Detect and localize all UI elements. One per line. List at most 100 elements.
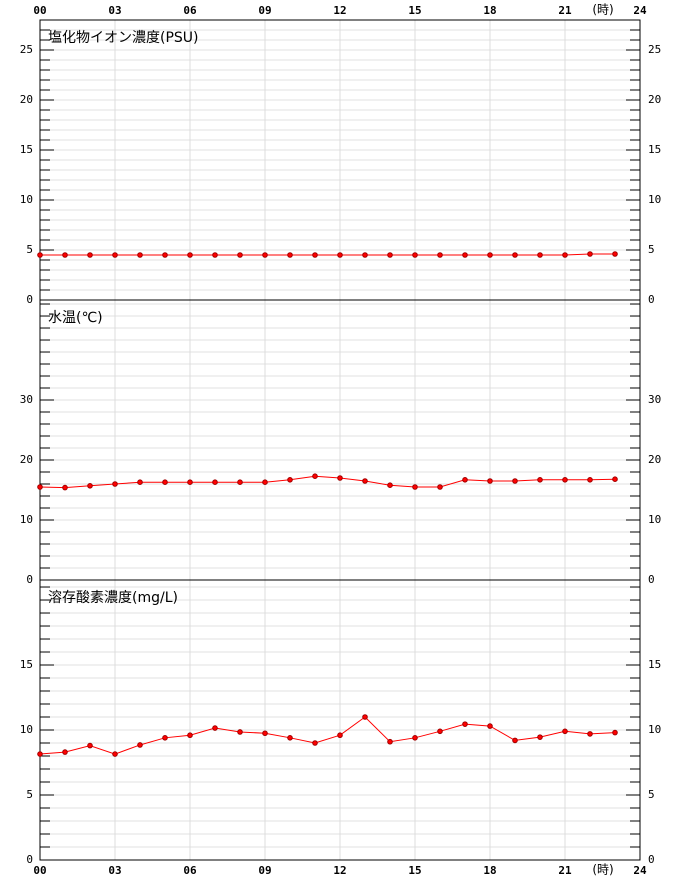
data-point <box>462 721 468 727</box>
y-tick-label: 0 <box>26 573 33 586</box>
data-point <box>312 252 318 258</box>
data-point <box>62 749 68 755</box>
x-tick-label: 12 <box>333 864 346 877</box>
data-point <box>187 479 193 486</box>
y-tick-label: 20 <box>648 453 661 466</box>
data-point <box>362 478 368 484</box>
data-point <box>362 714 368 720</box>
y-tick-label: 5 <box>26 788 33 801</box>
y-tick-label: 15 <box>20 658 33 671</box>
y-tick-label: 5 <box>26 243 33 256</box>
data-point <box>37 252 43 258</box>
data-point <box>137 742 143 748</box>
data-point <box>212 725 218 731</box>
data-point <box>487 723 493 729</box>
data-point <box>212 252 218 258</box>
x-tick-label: 24 <box>633 864 647 877</box>
data-point <box>537 252 543 258</box>
data-point <box>562 252 568 258</box>
data-point <box>362 252 368 258</box>
y-tick-label: 10 <box>648 723 661 736</box>
data-point <box>262 730 268 737</box>
data-point <box>612 251 618 257</box>
data-point <box>112 252 118 258</box>
x-tick-label: 06 <box>183 4 197 17</box>
data-point <box>162 735 168 741</box>
data-point <box>587 251 593 257</box>
data-point <box>62 252 68 258</box>
x-tick-label: 18 <box>483 4 496 17</box>
data-point <box>387 482 393 489</box>
data-point <box>337 732 343 739</box>
data-point <box>337 252 343 258</box>
data-point <box>287 735 293 741</box>
data-point <box>187 252 193 258</box>
panel-frame <box>39 579 641 861</box>
data-line <box>39 475 616 489</box>
data-point <box>262 252 268 258</box>
y-tick-label: 0 <box>648 573 655 586</box>
data-point <box>62 484 68 491</box>
x-tick-label: 18 <box>483 864 496 877</box>
x-tick-label: 15 <box>408 864 421 877</box>
data-point <box>587 731 593 737</box>
data-point <box>137 479 143 486</box>
x-tick-label: 06 <box>183 864 197 877</box>
data-point <box>612 729 618 736</box>
data-point <box>87 483 93 489</box>
data-point <box>562 728 568 735</box>
x-axis-label: (時) <box>592 3 613 17</box>
data-point <box>387 252 393 258</box>
panel-title: 溶存酸素濃度(mg/L) <box>48 590 178 606</box>
data-point <box>487 478 493 484</box>
data-point <box>112 751 118 757</box>
data-point <box>287 477 293 483</box>
x-tick-label: 15 <box>408 4 421 17</box>
y-tick-label: 5 <box>648 788 655 801</box>
y-tick-label: 15 <box>648 658 661 671</box>
x-tick-label: 09 <box>258 4 271 17</box>
data-point <box>512 737 518 744</box>
data-point <box>437 728 443 735</box>
data-point <box>212 479 218 486</box>
data-point <box>487 252 493 258</box>
data-point <box>87 252 93 258</box>
y-tick-label: 25 <box>648 43 661 56</box>
y-tick-label: 10 <box>648 193 661 206</box>
y-tick-label: 15 <box>648 143 661 156</box>
data-point <box>387 738 393 745</box>
y-tick-label: 10 <box>20 723 33 736</box>
y-tick-label: 15 <box>20 143 33 156</box>
data-point <box>612 476 618 483</box>
data-point <box>512 252 518 258</box>
data-point <box>512 478 518 484</box>
data-point <box>262 479 268 486</box>
data-point <box>412 735 418 741</box>
x-tick-label: 00 <box>33 4 46 17</box>
data-line <box>40 253 615 256</box>
y-tick-label: 10 <box>20 193 33 206</box>
y-tick-label: 30 <box>20 393 33 406</box>
panel-title: 塩化物イオン濃度(PSU) <box>48 30 199 46</box>
data-point <box>312 740 318 746</box>
y-tick-label: 20 <box>20 453 33 466</box>
data-point <box>37 751 43 757</box>
data-point <box>237 479 243 486</box>
x-tick-label: 12 <box>333 4 346 17</box>
data-point <box>462 477 468 483</box>
y-tick-label: 20 <box>648 93 661 106</box>
data-point <box>112 481 118 487</box>
data-point <box>537 734 543 740</box>
data-point <box>312 473 318 480</box>
data-point <box>562 477 568 483</box>
data-point <box>237 252 243 258</box>
x-tick-label: 21 <box>558 4 572 17</box>
data-point <box>462 252 468 258</box>
y-tick-label: 0 <box>26 853 33 866</box>
y-tick-label: 0 <box>648 293 655 306</box>
panel-title: 水温(℃) <box>48 310 103 326</box>
y-tick-label: 10 <box>648 513 661 526</box>
data-point <box>162 479 168 486</box>
y-tick-label: 5 <box>648 243 655 256</box>
